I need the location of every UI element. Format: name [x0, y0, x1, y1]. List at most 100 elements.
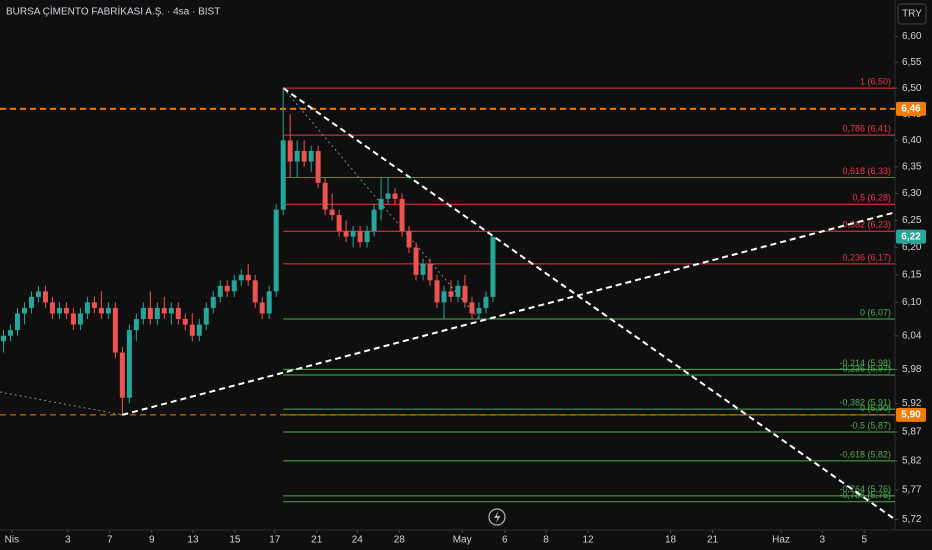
x-tick-label: 12 [582, 535, 594, 546]
y-tick-label: 6,55 [902, 57, 922, 68]
last-price-label: 6,22 [901, 231, 921, 242]
x-tick-label: 3 [65, 535, 71, 546]
candle-body [413, 247, 419, 275]
x-tick-label: 21 [707, 535, 719, 546]
fib-label: 0 (5,90) [860, 403, 891, 413]
candle-body [7, 330, 13, 336]
candle-body [343, 231, 349, 237]
candle-body [476, 307, 482, 314]
price-badge-label: 6,46 [901, 104, 921, 115]
candle-body [427, 263, 433, 281]
candle-body [455, 285, 461, 297]
price-badge [896, 101, 926, 116]
candle-body [469, 302, 475, 314]
candle-body [112, 307, 118, 353]
currency[interactable]: TRY [902, 9, 922, 20]
fib-label: 0,618 (6,33) [842, 166, 891, 176]
fib-label: -0,618 (5,82) [839, 449, 891, 459]
candle-body [182, 319, 188, 325]
candle-body [14, 313, 20, 331]
x-tick-label: 13 [187, 535, 199, 546]
fib-label: -0,5 (5,87) [849, 420, 891, 430]
x-tick-label: 21 [311, 535, 323, 546]
y-tick-label: 5,77 [902, 485, 922, 496]
trendline [282, 87, 480, 320]
trendline [122, 211, 896, 416]
candle-body [119, 352, 125, 398]
fib-label: -0,382 (5,91) [839, 398, 891, 408]
candle-body [357, 231, 363, 243]
price-badge-label: 5,90 [901, 409, 921, 420]
x-tick-label: 8 [543, 535, 549, 546]
candle-body [266, 291, 272, 314]
candle-body [329, 209, 335, 216]
candle-body [168, 307, 174, 314]
candle-body [238, 274, 244, 281]
candle-body [126, 330, 132, 398]
y-tick-label: 6,04 [902, 330, 922, 341]
chart-title: BURSA ÇİMENTO FABRİKASI A.Ş. · 4sa · BIS… [6, 5, 220, 18]
price-badge [896, 407, 926, 422]
candle-body [49, 302, 55, 314]
candle-body [364, 231, 370, 243]
candle-body [0, 335, 6, 342]
candle-body [77, 313, 83, 325]
candle-body [42, 291, 48, 303]
fib-label: 0,382 (6,23) [842, 220, 891, 230]
candle-body [189, 324, 195, 336]
candle-body [245, 274, 251, 281]
fib-label: 0,236 (6,17) [842, 252, 891, 262]
y-tick-label: 6,30 [902, 188, 922, 199]
lightning-icon[interactable] [488, 508, 506, 526]
candle-body [154, 307, 160, 320]
fib-label: 0 (6,07) [860, 307, 891, 317]
candle-body [483, 296, 489, 308]
x-tick-label: 28 [394, 535, 406, 546]
y-tick-label: 6,40 [902, 135, 922, 146]
candle-body [161, 307, 167, 314]
x-tick-label: 18 [665, 535, 677, 546]
fib-label: -0,786 (5,75) [839, 490, 891, 500]
x-tick-label: 5 [861, 535, 867, 546]
candle-body [217, 285, 223, 297]
candle-body [231, 280, 237, 292]
x-tick-label: May [453, 535, 472, 546]
fib-label: 0,786 (6,41) [842, 124, 891, 134]
x-tick-label: Haz [772, 535, 790, 546]
candle-body [406, 231, 412, 248]
fib-label: 0,5 (6,28) [852, 193, 891, 203]
x-tick-label: 15 [229, 535, 241, 546]
candle-body [385, 193, 391, 199]
candle-body [84, 302, 90, 314]
y-tick-label: 5,87 [902, 427, 922, 438]
candle-body [490, 236, 496, 297]
y-tick-label: 6,35 [902, 162, 922, 173]
candle-body [420, 263, 426, 275]
candle-body [308, 150, 314, 162]
candle-body [434, 280, 440, 303]
y-tick-label: 5,92 [902, 398, 922, 409]
candle-body [294, 150, 300, 162]
candle-body [448, 291, 454, 297]
fib-label: -0,764 (5,76) [839, 484, 891, 494]
candle-body [63, 307, 69, 314]
candle-body [56, 307, 62, 314]
currency-box[interactable] [897, 3, 927, 25]
candle-body [140, 307, 146, 320]
candle-body [28, 296, 34, 308]
trendline [0, 391, 123, 416]
fib-label: -0,214 (5,98) [839, 358, 891, 368]
candle-body [399, 198, 405, 232]
x-tick-label: Nis [5, 535, 19, 546]
x-tick-label: 6 [502, 535, 508, 546]
candle-body [280, 140, 286, 210]
y-tick-label: 5,72 [902, 514, 922, 525]
candle-body [133, 319, 139, 331]
candle-body [371, 209, 377, 232]
candle-body [70, 313, 76, 325]
candle-body [35, 291, 41, 297]
fib-label: 1 (6,50) [860, 76, 891, 86]
trendline [282, 87, 896, 521]
candle-body [273, 209, 279, 292]
